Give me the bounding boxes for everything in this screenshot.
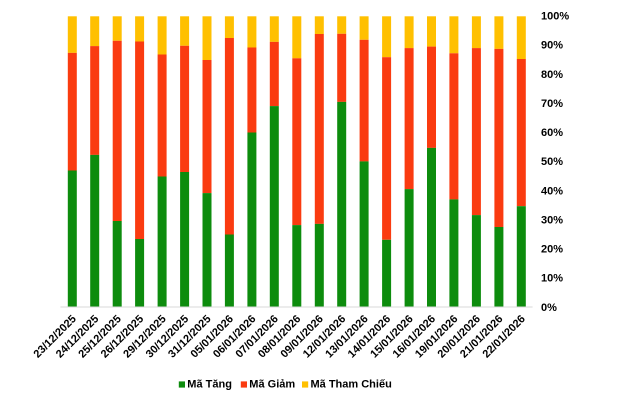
svg-text:10%: 10% <box>541 273 563 285</box>
svg-text:90%: 90% <box>541 40 563 52</box>
svg-text:70%: 70% <box>541 98 563 110</box>
svg-text:30%: 30% <box>541 214 563 226</box>
svg-text:0%: 0% <box>541 302 557 314</box>
svg-text:Mã Giảm: Mã Giảm <box>249 379 295 391</box>
svg-text:50%: 50% <box>541 156 563 168</box>
svg-text:20%: 20% <box>541 244 563 256</box>
svg-text:60%: 60% <box>541 127 563 139</box>
svg-text:Mã Tham Chiếu: Mã Tham Chiếu <box>311 379 392 391</box>
svg-text:40%: 40% <box>541 185 563 197</box>
svg-text:80%: 80% <box>541 69 563 81</box>
svg-text:Mã Tăng: Mã Tăng <box>187 379 232 391</box>
svg-text:100%: 100% <box>541 11 569 23</box>
